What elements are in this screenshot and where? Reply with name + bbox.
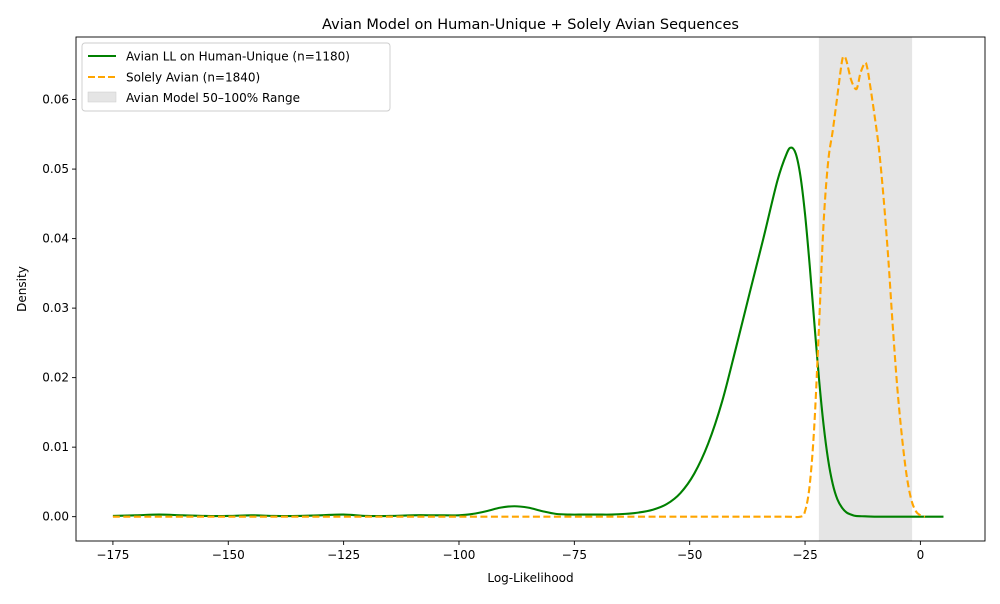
legend-box bbox=[81, 42, 391, 112]
plot-frame bbox=[75, 36, 986, 542]
x-tick-label: −175 bbox=[96, 548, 129, 562]
y-tick-label: 0.05 bbox=[42, 162, 69, 176]
x-tick-label: −75 bbox=[562, 548, 587, 562]
series-line-human-unique bbox=[112, 146, 944, 518]
shaded-range-band bbox=[818, 37, 913, 541]
x-tick-label: −100 bbox=[442, 548, 475, 562]
y-tick-label: 0.01 bbox=[42, 440, 69, 454]
legend: Avian LL on Human-Unique (n=1180) Solely… bbox=[81, 42, 391, 112]
y-tick-label: 0.04 bbox=[42, 232, 69, 246]
x-tick-label: −125 bbox=[327, 548, 360, 562]
y-tick-label: 0.06 bbox=[42, 93, 69, 107]
legend-swatch-shaded-range bbox=[87, 91, 117, 103]
y-tick-label: 0.02 bbox=[42, 371, 69, 385]
legend-label-solely-avian: Solely Avian (n=1840) bbox=[126, 71, 260, 85]
plot-layer bbox=[112, 37, 944, 541]
chart-title: Avian Model on Human-Unique + Solely Avi… bbox=[322, 17, 739, 33]
legend-label-human-unique: Avian LL on Human-Unique (n=1180) bbox=[126, 50, 350, 64]
y-axis-label: Density bbox=[15, 266, 29, 312]
x-tick-label: −50 bbox=[677, 548, 702, 562]
legend-label-shaded-range: Avian Model 50–100% Range bbox=[126, 91, 300, 105]
x-tick-label: 0 bbox=[917, 548, 925, 562]
y-tick-label: 0.00 bbox=[42, 510, 69, 524]
x-tick-label: −150 bbox=[212, 548, 245, 562]
y-tick-label: 0.03 bbox=[42, 301, 69, 315]
x-axis-label: Log-Likelihood bbox=[487, 571, 573, 585]
ticks-layer: −175 −150 −125 −100 −75 −50 −25 0 0.00 0.01 0.02 0.… bbox=[42, 93, 924, 562]
x-tick-label: −25 bbox=[792, 548, 817, 562]
